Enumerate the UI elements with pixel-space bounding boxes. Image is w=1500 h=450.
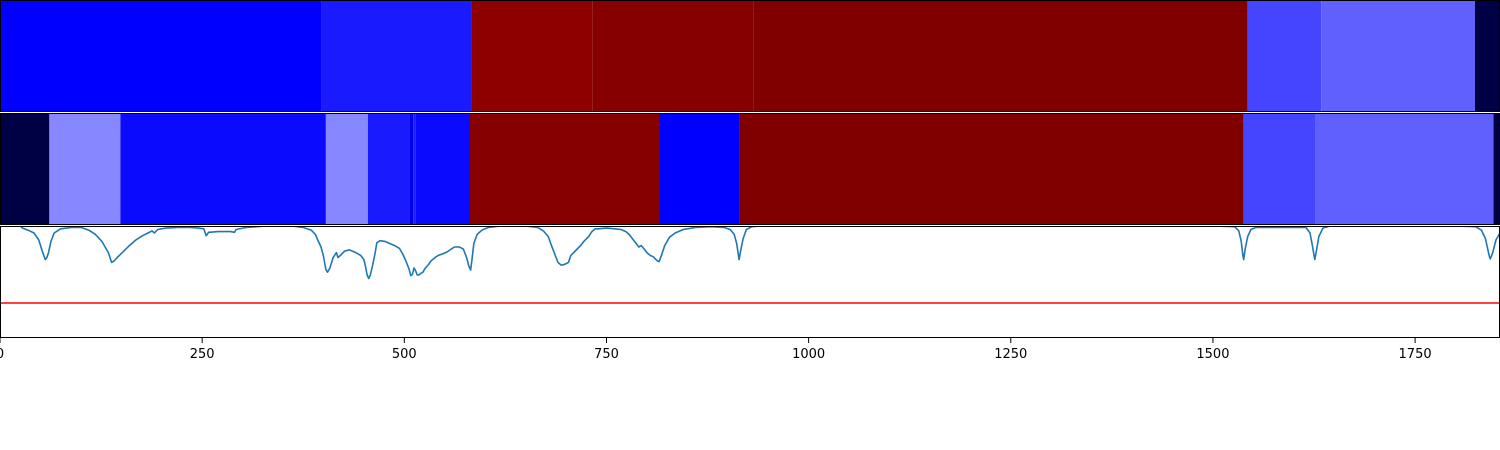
heatmap-bottom-segment bbox=[409, 113, 414, 225]
heatmap-top-segment bbox=[753, 0, 1248, 112]
heatmap-bottom-segment bbox=[1243, 113, 1316, 225]
x-tick-label: 250 bbox=[190, 347, 215, 362]
heatmap-bottom-segment bbox=[120, 113, 326, 225]
heatmap-bottom-segment bbox=[0, 113, 50, 225]
heatmap-bottom-segment bbox=[367, 113, 410, 225]
x-tick-label: 1500 bbox=[1196, 347, 1229, 362]
x-tick-label: 1000 bbox=[792, 347, 825, 362]
heatmap-strip-top bbox=[0, 0, 1500, 112]
heatmap-bottom-segment bbox=[49, 113, 121, 225]
heatmap-bottom-segment bbox=[415, 113, 469, 225]
heatmap-top-segment bbox=[1247, 0, 1322, 112]
x-tick-label: 1250 bbox=[994, 347, 1027, 362]
x-tick-label: 750 bbox=[594, 347, 619, 362]
heatmap-top-segment bbox=[321, 0, 472, 112]
x-axis: 0 250 500 750 1000 1250 1500 1750 bbox=[0, 338, 1432, 362]
x-tick-label: 500 bbox=[392, 347, 417, 362]
line-plot bbox=[0, 226, 1500, 338]
line-plot-background bbox=[0, 226, 1500, 338]
heatmap-bottom-segment bbox=[413, 113, 416, 225]
heatmap-bottom-segment bbox=[659, 113, 740, 225]
heatmap-top-segment bbox=[1321, 0, 1475, 112]
heatmap-top-segment bbox=[1474, 0, 1500, 112]
x-tick-label: 0 bbox=[0, 347, 4, 362]
series-line bbox=[19, 226, 1500, 280]
heatmap-strip-bottom bbox=[0, 113, 1500, 225]
heatmap-top-segment bbox=[0, 0, 322, 112]
x-tick-label: 1750 bbox=[1399, 347, 1432, 362]
heatmap-top-segment bbox=[592, 0, 754, 112]
heatmap-bottom-segment bbox=[1493, 113, 1500, 225]
heatmap-bottom-segment bbox=[469, 113, 660, 225]
heatmap-bottom-segment bbox=[739, 113, 1244, 225]
heatmap-top-segment bbox=[471, 0, 593, 112]
heatmap-bottom-segment bbox=[1315, 113, 1494, 225]
heatmap-bottom-segment bbox=[325, 113, 368, 225]
